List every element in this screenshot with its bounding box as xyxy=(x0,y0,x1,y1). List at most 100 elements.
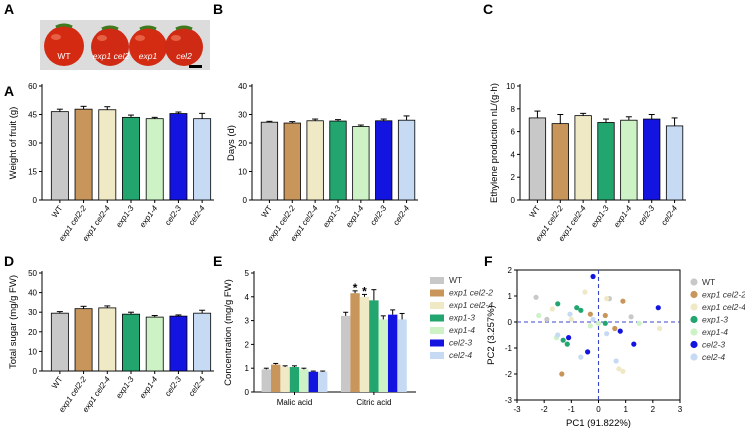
photo-label: exp1 xyxy=(139,51,158,61)
bar xyxy=(597,122,615,201)
panel-letter-C: C xyxy=(483,1,493,17)
x-tick-label: WT xyxy=(50,375,65,390)
x-tick-label: exp1-4 xyxy=(138,204,160,230)
legend-swatch xyxy=(430,339,444,347)
scatter-point xyxy=(590,273,596,280)
bar xyxy=(397,319,407,392)
bar xyxy=(169,315,188,372)
legend-swatch xyxy=(430,277,444,284)
bar xyxy=(169,113,188,201)
y-tick-label: 30 xyxy=(28,139,37,148)
x-tick-label: cel2-3 xyxy=(368,204,388,227)
bar xyxy=(551,123,569,201)
scatter-point xyxy=(636,320,642,326)
bar xyxy=(283,122,301,201)
legend-swatch xyxy=(430,327,444,334)
x-tick-label: WT xyxy=(528,204,543,219)
panel-letter-A: A xyxy=(4,83,14,99)
scatter-point xyxy=(613,358,619,364)
scatter-point xyxy=(617,328,623,334)
bar xyxy=(340,315,351,392)
bar xyxy=(145,118,164,201)
scatter-point xyxy=(620,368,626,374)
y-tick-label: 3 xyxy=(245,317,250,326)
y-tick-label: 1 xyxy=(508,292,513,301)
y-tick-label: 50 xyxy=(28,269,37,278)
scatter-point xyxy=(560,337,566,343)
scatter-point xyxy=(566,335,572,341)
y-tick-label: 0 xyxy=(511,196,516,205)
y-tick-label: 2 xyxy=(511,173,516,182)
bar xyxy=(289,367,300,392)
y-tick-label: 2 xyxy=(245,340,250,349)
y-axis-label: Total sugar (mg/g FW) xyxy=(8,275,19,369)
chart-panel-E: E 0 1 2 3 4 5 Concentration (mg/g FW) Malic acid… xyxy=(213,253,493,407)
bar xyxy=(620,119,638,201)
legend-marker xyxy=(690,315,698,324)
tomato-exp1 xyxy=(129,25,167,66)
x-tick-label: cel2-4 xyxy=(187,375,207,398)
bar xyxy=(98,307,117,372)
y-tick-label: 8 xyxy=(511,105,516,114)
legend-label: cel2-4 xyxy=(449,350,472,360)
legend-label: WT xyxy=(702,277,715,287)
y-tick-label: 10 xyxy=(28,347,37,356)
scatter-point xyxy=(590,316,596,322)
scatter-point xyxy=(582,289,588,295)
scatter-point xyxy=(631,341,637,347)
y-tick-label: 0 xyxy=(243,196,248,205)
tomato-wt xyxy=(44,23,84,66)
legend-label: exp1-4 xyxy=(702,327,728,337)
x-tick-label: 0 xyxy=(596,405,601,414)
y-tick-label: 0 xyxy=(33,196,38,205)
scatter-point xyxy=(602,320,608,326)
scatter-point xyxy=(595,320,602,326)
y-tick-label: 40 xyxy=(28,289,37,298)
panel-letter-F: F xyxy=(484,253,493,269)
legend-swatch xyxy=(430,314,444,322)
legend-marker xyxy=(690,278,698,286)
bar xyxy=(329,120,347,201)
scatter-point xyxy=(620,298,626,304)
scatter-point xyxy=(587,311,593,317)
scatter-point xyxy=(555,332,561,338)
bar xyxy=(397,119,416,201)
tomato-photo: A WT exp1 cel2 exp1 cel2 xyxy=(4,1,210,70)
scatter-point xyxy=(578,354,584,360)
y-tick-label: 0 xyxy=(33,367,38,376)
y-tick-label: -3 xyxy=(505,396,513,405)
y-tick-label: 5 xyxy=(245,269,250,278)
significance-marker: * xyxy=(353,281,358,295)
bar xyxy=(528,117,547,201)
x-tick-label: Citric acid xyxy=(356,398,391,407)
bar xyxy=(260,121,279,201)
y-tick-label: 2 xyxy=(508,266,513,275)
scatter-point xyxy=(657,325,663,332)
x-tick-label: -3 xyxy=(513,405,521,414)
y-tick-label: 20 xyxy=(238,139,247,148)
bar xyxy=(306,120,324,201)
x-tick-label: cel2-3 xyxy=(636,204,656,227)
bar xyxy=(308,371,318,392)
bar xyxy=(98,109,117,201)
y-tick-label: 0 xyxy=(245,388,250,397)
x-tick-label: -1 xyxy=(568,405,576,414)
y-tick-label: 4 xyxy=(511,150,516,159)
y-tick-label: 30 xyxy=(238,111,247,120)
legend-swatch xyxy=(430,289,444,297)
bar xyxy=(280,367,290,392)
x-tick-label: exp1-3 xyxy=(114,204,136,230)
bar xyxy=(318,371,328,392)
bar xyxy=(378,319,388,392)
panel-letter-A: A xyxy=(4,1,14,17)
scatter-point xyxy=(604,331,610,337)
legend-label: cel2-3 xyxy=(702,340,725,350)
bar xyxy=(375,120,393,201)
bar xyxy=(74,108,93,201)
y-tick-label: 10 xyxy=(238,168,247,177)
legend-marker xyxy=(690,303,698,311)
bar xyxy=(299,369,309,392)
scatter-point xyxy=(568,316,574,322)
